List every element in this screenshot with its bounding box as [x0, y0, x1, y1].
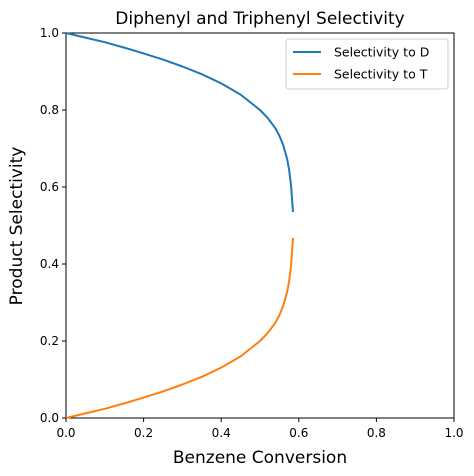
- series-line-0: [65, 32, 294, 213]
- x-tick-label: 0.4: [212, 426, 231, 440]
- legend: Selectivity to D Selectivity to T: [285, 38, 449, 90]
- y-tick-label: 0.2: [40, 334, 59, 348]
- y-axis-label: Product Selectivity: [7, 147, 27, 306]
- x-tick-label: 0.6: [289, 426, 308, 440]
- x-tick-label: 0.2: [134, 426, 153, 440]
- x-axis-label: Benzene Conversion: [173, 448, 347, 468]
- legend-label-1: Selectivity to T: [334, 67, 428, 82]
- x-tick-label: 0.8: [367, 426, 386, 440]
- plot-area: [65, 32, 455, 419]
- x-axis-ticks: 0.0 0.2 0.4 0.6 0.8 1.0: [56, 418, 464, 440]
- y-tick-label: 0.0: [40, 411, 59, 425]
- y-tick-label: 0.6: [40, 180, 59, 194]
- x-tick-label: 1.0: [444, 426, 463, 440]
- plot-border: [65, 32, 455, 419]
- legend-box: [285, 38, 449, 90]
- chart-title: Diphenyl and Triphenyl Selectivity: [115, 9, 404, 29]
- y-axis-ticks: 0.0 0.2 0.4 0.6 0.8 1.0: [40, 26, 66, 425]
- legend-label-0: Selectivity to D: [334, 45, 429, 60]
- y-tick-label: 1.0: [40, 26, 59, 40]
- y-tick-label: 0.4: [40, 257, 59, 271]
- x-tick-label: 0.0: [56, 426, 75, 440]
- series-line-1: [65, 237, 294, 419]
- y-tick-label: 0.8: [40, 103, 59, 117]
- series-layer: [65, 32, 294, 419]
